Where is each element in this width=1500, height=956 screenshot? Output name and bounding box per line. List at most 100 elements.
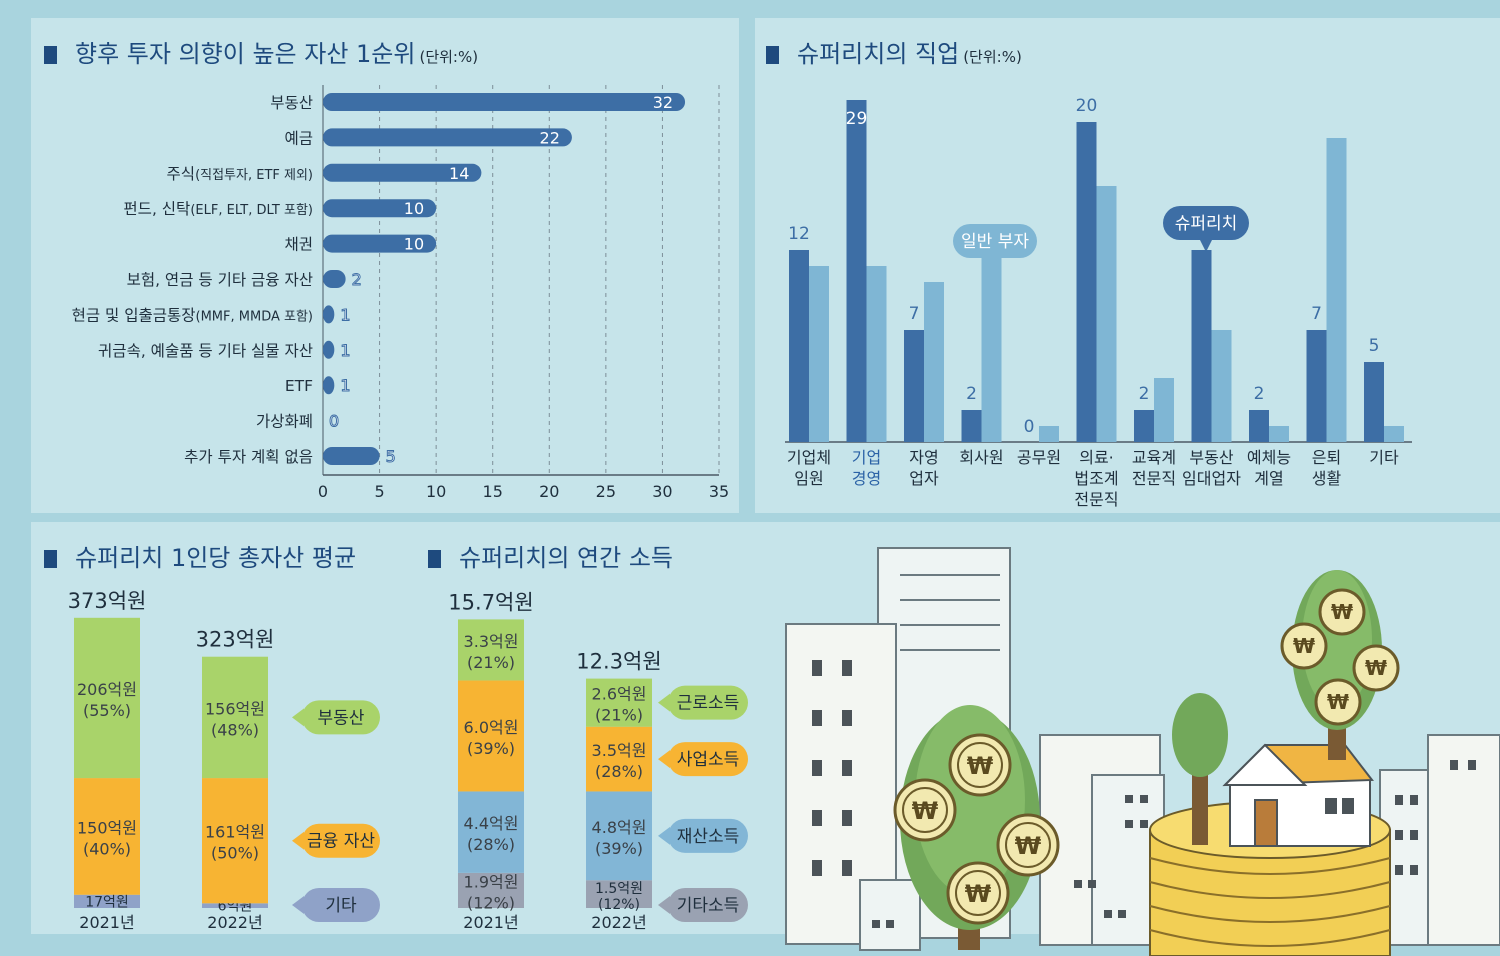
value-label: 5 [1369, 336, 1380, 356]
segment-value-label: 17억원 [85, 894, 129, 910]
title-marker-icon [44, 550, 57, 568]
value-label: 0 [329, 412, 339, 431]
value-label: 0 [1024, 417, 1035, 437]
stack-segment [74, 617, 140, 779]
year-label: 2021년 [79, 913, 134, 932]
title-marker-icon [766, 46, 779, 64]
category-label: 주식(직접투자, ETF 제외) [167, 165, 313, 183]
value-label: 12 [788, 224, 810, 244]
segment-pct-label: (39%) [595, 839, 643, 858]
segment-pct-label: (21%) [467, 653, 515, 672]
bar [323, 340, 335, 359]
segment-value-label: 161억원 [205, 823, 265, 842]
value-label: 29 [846, 109, 868, 129]
category-label: 은퇴 생활 [1312, 448, 1342, 488]
value-label: 20 [1076, 96, 1098, 116]
segment-pct-label: (40%) [83, 839, 131, 858]
x-tick-label: 35 [709, 482, 729, 501]
segment-value-label: 156억원 [205, 699, 265, 718]
investment-intent-title: 향후 투자 의향이 높은 자산 1순위 (단위:%) [44, 34, 478, 69]
assets-title: 슈퍼리치 1인당 총자산 평균 [44, 538, 356, 573]
value-label: 22 [540, 128, 560, 147]
title-text: 슈퍼리치 1인당 총자산 평균 [75, 544, 357, 572]
value-label: 1 [340, 376, 350, 395]
x-tick-label: 15 [483, 482, 503, 501]
stack-segment [586, 880, 652, 908]
x-tick-label: 10 [426, 482, 446, 501]
legend-pill [302, 823, 380, 858]
legend-pill [302, 888, 380, 922]
value-label: 10 [404, 199, 424, 218]
bar-general-rich [1211, 330, 1232, 442]
value-label: 1 [340, 305, 350, 324]
bar [323, 163, 482, 182]
pill-pointer [658, 896, 670, 914]
total-label: 373억원 [68, 589, 147, 613]
segment-pct-label: (39%) [467, 739, 515, 758]
category-label: 기타 [1369, 448, 1399, 467]
segment-value-label: 1.5억원 [595, 881, 643, 897]
bar [323, 128, 572, 147]
bar-super-rich [1249, 410, 1269, 442]
category-label: 회사원 [959, 448, 1003, 467]
category-label: 펀드, 신탁(ELF, ELT, DLT 포함) [123, 200, 313, 218]
legend-label: 부동산 [318, 708, 365, 728]
segment-value-label: 150억원 [77, 818, 137, 837]
legend-pill [668, 888, 748, 922]
value-label: 2 [1139, 384, 1150, 404]
category-label: 가상화폐 [256, 413, 313, 431]
bar-general-rich [1326, 138, 1347, 442]
segment-value-label: 206억원 [77, 680, 137, 699]
bar [323, 199, 437, 218]
category-label: 보험, 연금 등 기타 금융 자산 [127, 271, 313, 289]
segment-value-label: 3.5억원 [592, 741, 647, 760]
legend-label: 근로소득 [677, 694, 740, 714]
stack-segment [458, 680, 524, 792]
category-label: 추가 투자 계획 없음 [184, 448, 313, 466]
total-label: 12.3억원 [576, 650, 661, 674]
stack-segment [586, 726, 652, 792]
stack-segment [458, 791, 524, 873]
legend-label: 일반 부자 [961, 232, 1029, 252]
segment-pct-label: (12%) [467, 893, 515, 912]
pill-pointer [658, 750, 670, 769]
legend-label: 슈퍼리치 [1175, 214, 1238, 234]
category-label: 현금 및 입출금통장(MMF, MMDA 포함) [72, 306, 313, 324]
bar-super-rich [1076, 122, 1097, 442]
category-label: 예체능 계열 [1247, 448, 1291, 488]
stack-segment [202, 656, 268, 779]
bar-general-rich [866, 266, 887, 442]
category-label: 부동산 [270, 94, 313, 112]
stack-segment [586, 791, 652, 881]
value-label: 7 [909, 304, 920, 324]
income-title: 슈퍼리치의 연간 소득 [428, 538, 673, 573]
segment-pct-label: (50%) [211, 844, 259, 863]
stack-segment [202, 903, 268, 908]
bar-general-rich [981, 250, 1002, 442]
x-tick-label: 30 [652, 482, 672, 501]
category-label: 귀금속, 예술품 등 기타 실물 자산 [98, 342, 313, 360]
pill-pointer [658, 693, 670, 712]
bar-super-rich [961, 410, 982, 442]
segment-value-label: 2.6억원 [592, 685, 647, 704]
category-label: 교육계 전문직 [1132, 448, 1176, 488]
bar [323, 234, 437, 253]
value-label: 2 [966, 384, 977, 404]
x-tick-label: 25 [596, 482, 616, 501]
callout-pointer [1200, 240, 1212, 252]
category-label: 예금 [284, 129, 313, 147]
year-label: 2022년 [207, 913, 262, 932]
category-label: 기업체 임원 [787, 448, 831, 488]
bar-super-rich [1364, 362, 1384, 442]
bar-general-rich [809, 266, 829, 442]
bar-general-rich [1039, 426, 1059, 442]
segment-pct-label: (12%) [598, 897, 640, 913]
category-label: 채권 [284, 236, 313, 254]
category-label: 자영 업자 [909, 448, 939, 488]
segment-value-label: 4.4억원 [464, 814, 519, 833]
category-label: 부동산 임대업자 [1182, 448, 1241, 488]
legend-callout-super-rich [1163, 206, 1249, 240]
segment-pct-label: (48%) [211, 720, 259, 739]
pill-pointer [292, 831, 304, 850]
